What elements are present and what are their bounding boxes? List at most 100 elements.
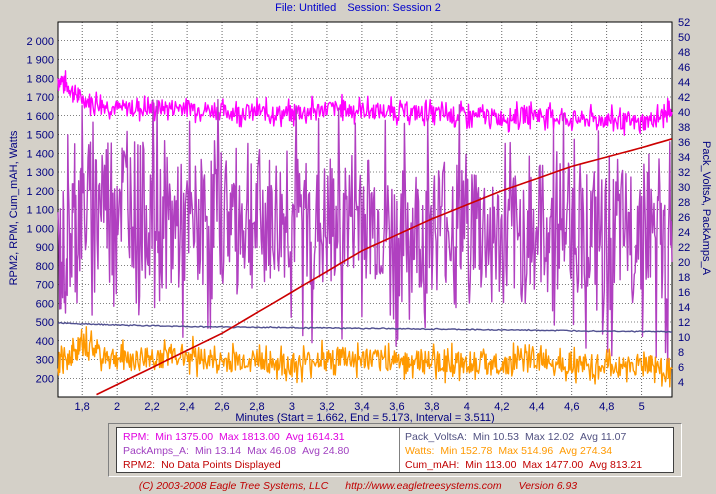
version-text: Version 6.93 [518,480,578,492]
x-tick-label: 2,2 [144,401,159,413]
stats-cum-mah: Cum_mAH: Min 113.00 Max 1477.00 Avg 813.21 [405,458,648,472]
x-tick-label: 3,6 [389,401,404,413]
stats-min: Min 152.78 [440,445,493,457]
y-right-tick-label: 40 [678,107,690,119]
y-left-tick-label: 1 200 [26,186,54,198]
y-right-tick-label: 52 [678,17,690,29]
file-label: File: Untitled [275,2,337,14]
stats-panel: RPM: Min 1375.00 Max 1813.00 Avg 1614.31 Pa… [116,427,674,473]
stats-min: No Data Points Displayed [161,459,281,471]
y-right-tick-label: 48 [678,47,690,59]
stats-frame [108,423,682,477]
y-right-tick-label: 24 [678,227,690,239]
y-left-tick-label: 800 [36,261,54,273]
stats-max: Max 1477.00 [522,459,584,471]
y-left-tick-label: 1 500 [26,130,54,142]
stats-avg: Avg 24.80 [302,445,350,457]
y-right-tick-label: 12 [678,317,690,329]
stats-max: Max 514.96 [498,445,554,457]
chart-header: File: Untitled Session: Session 2 [0,2,716,14]
x-tick-label: 4,2 [494,401,509,413]
y-right-tick-label: 14 [678,302,690,314]
stats-min: Min 10.53 [472,431,519,443]
x-tick-label: 3 [289,401,295,413]
x-tick-label: 4 [464,401,470,413]
y-left-tick-label: 900 [36,242,54,254]
x-tick-label: 2,6 [214,401,229,413]
series-pack-voltsa-line [57,321,673,333]
stats-rpm2: RPM2: No Data Points Displayed [123,458,287,472]
y-left-tick-label: 1 100 [26,205,54,217]
x-tick-label: 2,8 [249,401,264,413]
stats-label: RPM2: [123,459,156,471]
stats-max: Max 12.02 [525,431,575,443]
stats-avg: Avg 1614.31 [285,431,345,443]
x-tick-label: 3,8 [424,401,439,413]
stats-rpm: RPM: Min 1375.00 Max 1813.00 Avg 1614.31 [123,430,351,444]
copyright-text: (C) 2003-2008 Eagle Tree Systems, LLC [138,480,329,492]
x-tick-label: 4,8 [599,401,614,413]
y-left-tick-label: 300 [36,355,54,367]
y-right-tick-label: 10 [678,332,690,344]
y-right-tick-label: 42 [678,92,690,104]
stats-min: Min 1375.00 [155,431,214,443]
x-tick-label: 2 [114,401,120,413]
series-rpm-line [57,70,673,136]
stats-label: Pack_VoltsA: [405,431,467,443]
series-cum-mah-line [96,138,673,396]
y-left-tick-label: 1 700 [26,92,54,104]
stats-avg: Avg 813.21 [589,459,643,471]
stats-label: PackAmps_A: [123,445,189,457]
y-right-tick-label: 38 [678,122,690,134]
x-axis-label: Minutes (Start = 1.662, End = 5.173, Int… [235,412,494,424]
x-tick-label: 3,4 [354,401,369,413]
y-left-tick-label: 1 300 [26,167,54,179]
stats-divider [399,428,400,472]
y-left-tick-label: 1 400 [26,148,54,160]
stats-min: Min 13.14 [194,445,242,457]
y-right-tick-label: 8 [678,347,684,359]
y-left-tick-label: 700 [36,280,54,292]
y-left-tick-label: 600 [36,298,54,310]
y-left-tick-label: 500 [36,317,54,329]
y-right-tick-label: 30 [678,182,690,194]
y-right-tick-label: 26 [678,212,690,224]
y-left-axis-label: RPM2, RPM, Cum_mAH, Watts [8,130,20,285]
session-label: Session: Session 2 [347,2,441,14]
stats-label: Cum_mAH: [405,459,460,471]
stats-max: Max 46.08 [247,445,297,457]
y-right-tick-label: 4 [678,377,684,389]
stats-avg: Avg 274.34 [559,445,613,457]
y-right-axis-label: Pack_VoltsA, PackAmps_A [700,141,712,276]
y-left-tick-label: 400 [36,336,54,348]
x-tick-label: 5 [639,401,645,413]
x-tick-label: 2,4 [179,401,194,413]
stats-watts: Watts: Min 152.78 Max 514.96 Avg 274.34 [405,444,618,458]
x-tick-label: 1,8 [74,401,89,413]
y-left-tick-label: 1 000 [26,223,54,235]
series-watts-line [57,326,673,388]
y-right-tick-label: 44 [678,77,690,89]
y-left-tick-label: 2 000 [26,36,54,48]
y-right-tick-label: 20 [678,257,690,269]
y-right-tick-label: 34 [678,152,690,164]
stats-packvolts: Pack_VoltsA: Min 10.53 Max 12.02 Avg 11.07 [405,430,632,444]
y-right-tick-label: 22 [678,242,690,254]
y-right-tick-label: 28 [678,197,690,209]
y-right-tick-label: 32 [678,167,690,179]
stats-label: RPM: [123,431,150,443]
x-tick-label: 3,2 [319,401,334,413]
y-left-tick-label: 1 900 [26,55,54,67]
y-right-tick-label: 46 [678,62,690,74]
y-right-tick-label: 36 [678,137,690,149]
y-left-tick-label: 1 600 [26,111,54,123]
y-left-tick-label: 200 [36,373,54,385]
stats-min: Min 113.00 [465,459,517,471]
x-tick-label: 4,6 [564,401,579,413]
y-right-tick-label: 16 [678,287,690,299]
website-link[interactable]: http://www.eagletreesystems.com [345,480,502,492]
stats-max: Max 1813.00 [219,431,280,443]
stats-label: Watts: [405,445,435,457]
